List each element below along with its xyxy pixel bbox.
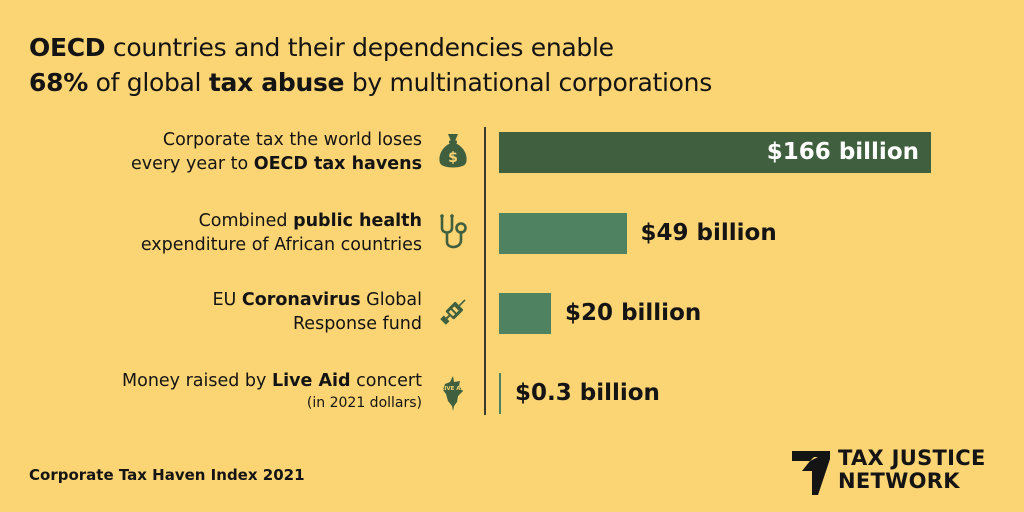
value-label-oecd-havens: $166 billion xyxy=(766,139,919,165)
bar-eu-coronavirus xyxy=(499,293,552,334)
bar-public-health xyxy=(499,213,627,254)
row-label-live-aid: Money raised by Live Aid concert (in 202… xyxy=(122,371,422,411)
row-label-oecd-havens: Corporate tax the world loses every year… xyxy=(130,130,422,174)
row-label-eu-coronavirus: EU Coronavirus Global Response fund xyxy=(212,290,422,334)
logo-text: TAX JUSTICE NETWORK xyxy=(838,446,986,493)
bar-live-aid xyxy=(499,373,501,414)
value-label-public-health: $49 billion xyxy=(640,220,777,246)
source-note: Corporate Tax Haven Index 2021 xyxy=(29,466,305,484)
stethoscope-icon xyxy=(440,214,467,249)
value-label-eu-coronavirus: $20 billion xyxy=(565,300,702,326)
bar-oecd-havens xyxy=(499,132,931,173)
y-axis-line xyxy=(484,127,486,415)
logo-mark-icon xyxy=(792,451,830,495)
live-aid-logo-text: LIVE AID xyxy=(441,386,468,392)
value-label-live-aid: $0.3 billion xyxy=(515,380,660,406)
row-label-public-health: Combined public health expenditure of Af… xyxy=(140,211,422,255)
syringe-icon xyxy=(440,299,466,325)
money-bag-icon: $ xyxy=(439,134,467,168)
live-aid-icon: LIVE AID xyxy=(441,376,468,411)
headline-line-1: OECD countries and their dependencies en… xyxy=(29,33,614,62)
tax-justice-network-logo: TAX JUSTICE NETWORK xyxy=(790,445,1010,499)
headline-line-2: 68% of global tax abuse by multinational… xyxy=(29,68,712,97)
headline: OECD countries and their dependencies en… xyxy=(29,30,712,100)
svg-text:$: $ xyxy=(448,150,458,166)
